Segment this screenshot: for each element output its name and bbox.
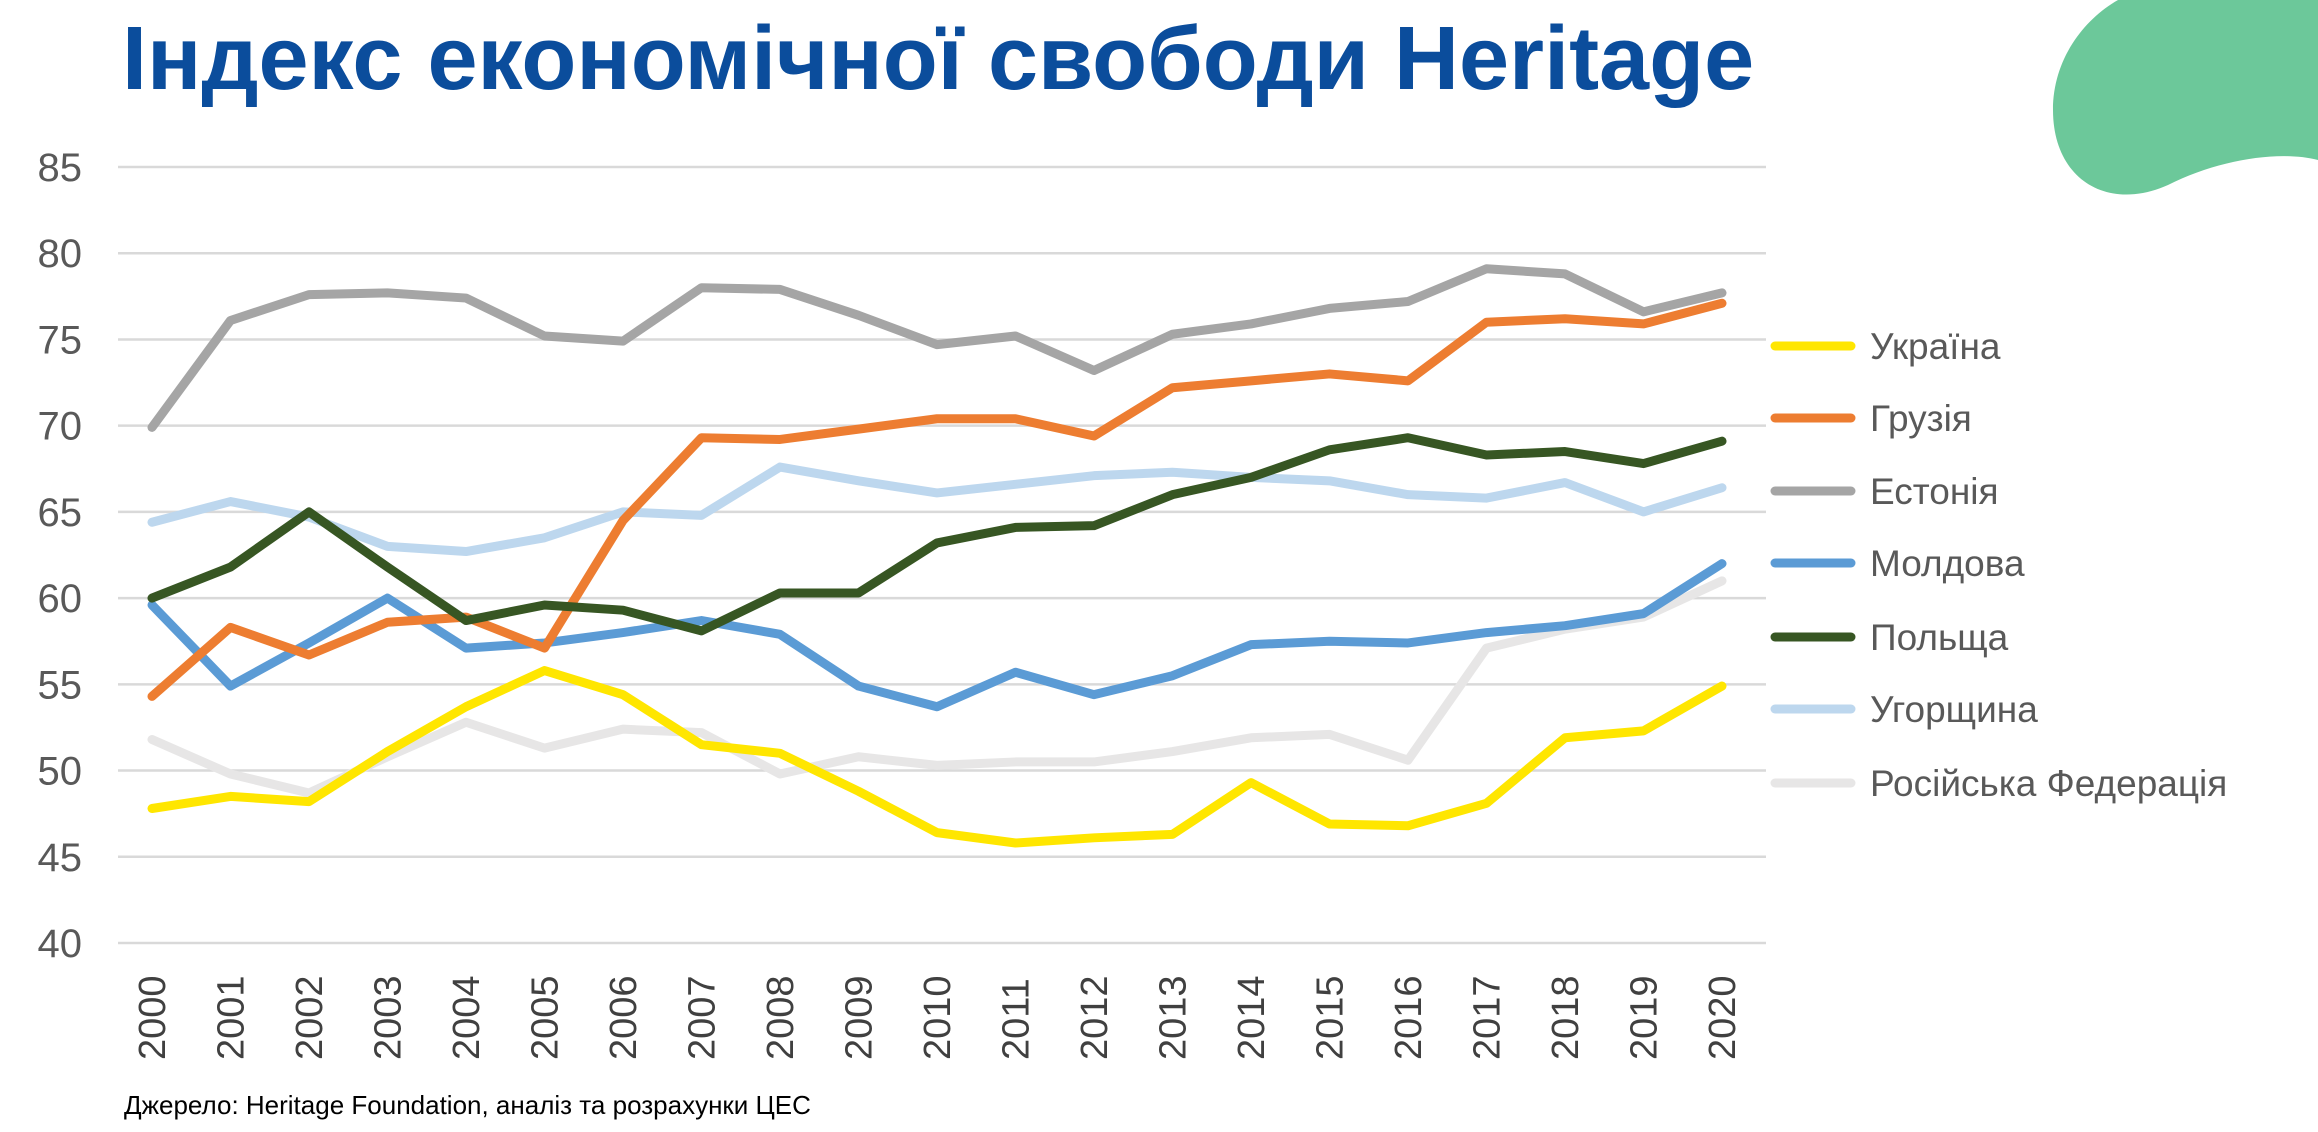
x-tick-label: 2001 (211, 975, 253, 1060)
x-tick-label: 2009 (839, 975, 881, 1060)
y-tick-label: 45 (38, 836, 83, 880)
x-tick-label: 2004 (446, 975, 488, 1060)
y-tick-label: 40 (38, 922, 83, 966)
y-tick-label: 50 (38, 750, 83, 794)
x-tick-label: 2002 (289, 975, 331, 1060)
y-axis-ticks: 40 45 50 55 60 65 70 75 80 85 (38, 146, 83, 966)
y-tick-label: 65 (38, 491, 83, 535)
series-line-1 (147, 298, 1727, 701)
gridlines (118, 165, 1766, 945)
series-line-5 (147, 462, 1727, 557)
series-line-2 (147, 264, 1727, 432)
legend-label: Угорщина (1870, 689, 2038, 730)
legend-label: Україна (1870, 326, 2001, 367)
legend: Україна Грузія Естонія Молдова Польща Угорщин… (1770, 326, 2227, 804)
x-tick-label: 2005 (525, 975, 567, 1060)
y-tick-label: 55 (38, 663, 83, 707)
legend-label: Естонія (1870, 471, 1999, 512)
x-tick-label: 2015 (1310, 975, 1352, 1060)
decorative-blob (2053, 0, 2318, 195)
series-line-4 (147, 433, 1727, 636)
y-tick-label: 85 (38, 146, 83, 190)
x-tick-label: 2008 (760, 975, 802, 1060)
x-tick-label: 2018 (1545, 975, 1587, 1060)
legend-label: Грузія (1870, 398, 1972, 439)
x-tick-label: 2000 (132, 975, 174, 1060)
x-tick-label: 2006 (603, 975, 645, 1060)
x-tick-label: 2016 (1388, 975, 1430, 1060)
y-tick-label: 75 (38, 318, 83, 362)
x-tick-label: 2017 (1467, 975, 1509, 1060)
y-tick-label: 60 (38, 577, 83, 621)
legend-label: Польща (1870, 617, 2009, 658)
legend-label: Молдова (1870, 543, 2025, 584)
x-tick-label: 2012 (1074, 975, 1116, 1060)
x-tick-label: 2014 (1231, 975, 1273, 1060)
x-tick-label: 2010 (917, 975, 959, 1060)
page-title: Індекс економічної свободи Heritage (122, 9, 1755, 109)
series-line-0 (147, 666, 1727, 848)
x-tick-label: 2003 (368, 975, 410, 1060)
x-tick-label: 2013 (1153, 975, 1195, 1060)
x-tick-label: 2020 (1702, 975, 1744, 1060)
x-tick-label: 2019 (1624, 975, 1666, 1060)
source-note: Джерело: Heritage Foundation, аналіз та … (124, 1090, 811, 1120)
y-tick-label: 80 (38, 232, 83, 276)
x-axis-ticks: 2000 2001 2002 2003 2004 2005 2006 2007 2008 2009… (132, 975, 1744, 1060)
series-line-6 (147, 576, 1727, 798)
x-tick-label: 2011 (996, 978, 1038, 1060)
x-tick-label: 2007 (682, 975, 724, 1060)
y-tick-label: 70 (38, 405, 83, 449)
series-line-3 (147, 559, 1727, 712)
legend-label: Російська Федерація (1870, 763, 2227, 804)
series-lines (147, 264, 1727, 848)
